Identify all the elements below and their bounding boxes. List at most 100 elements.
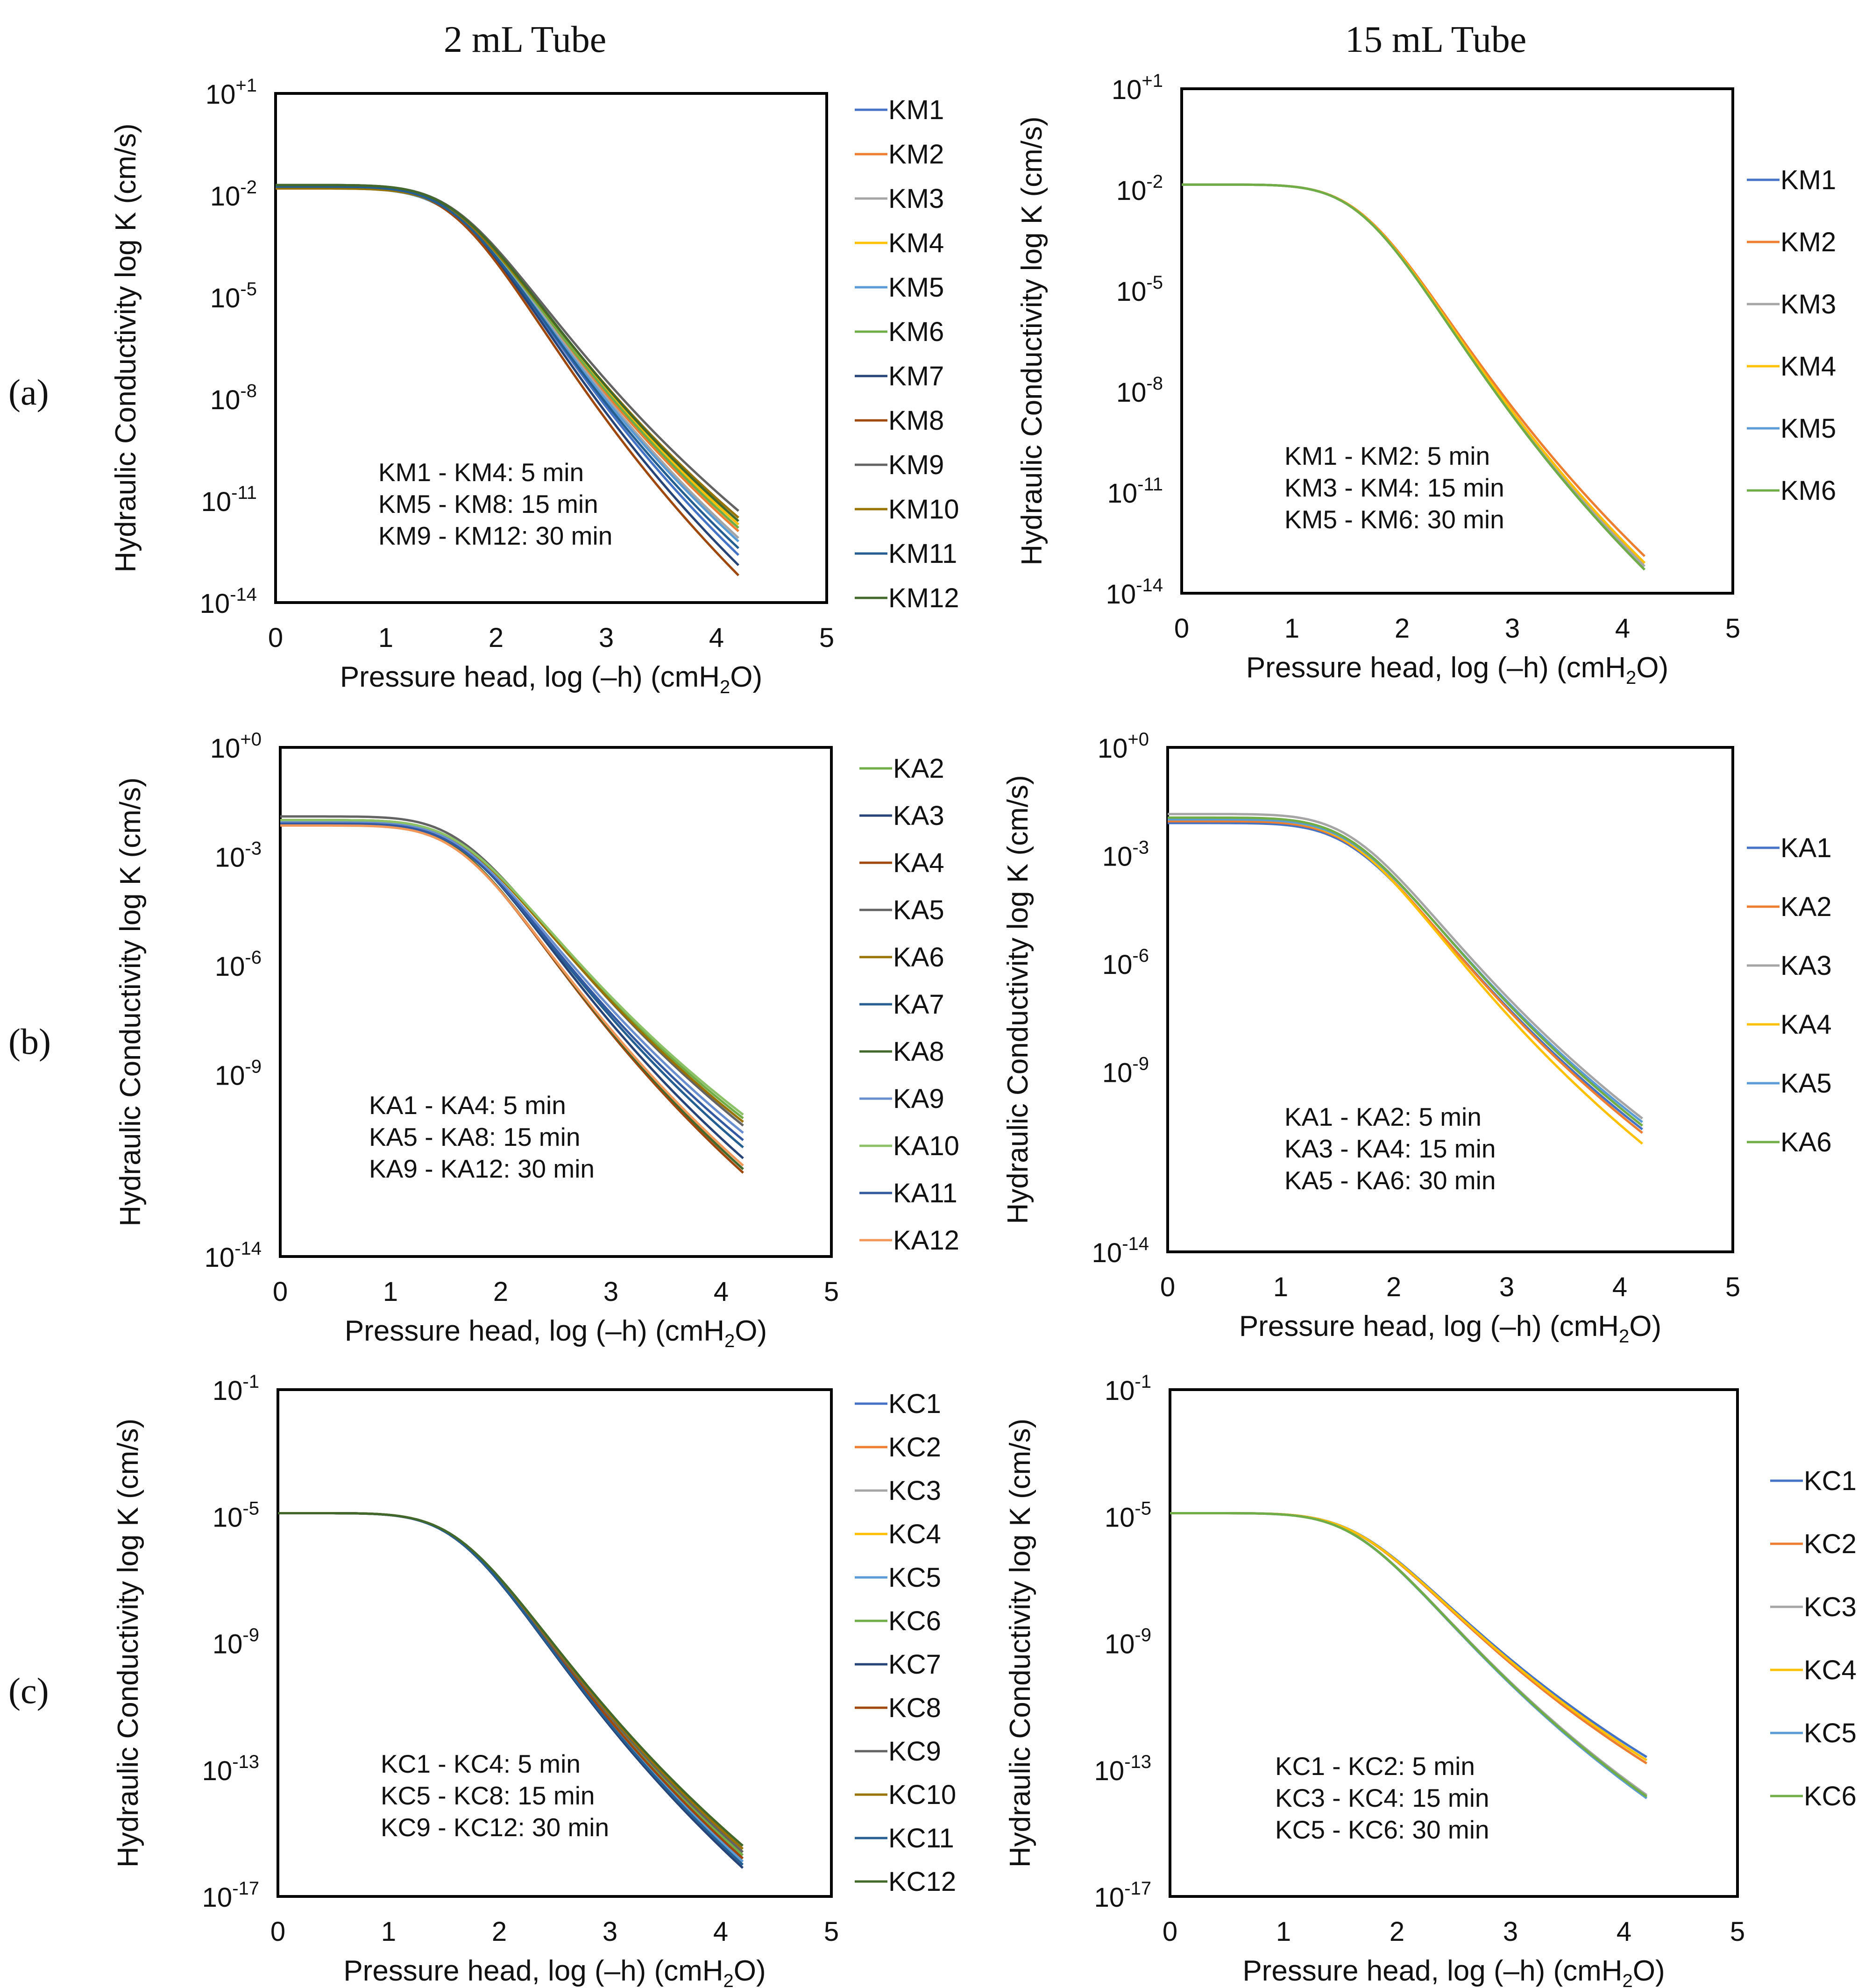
legend-label: KA4 (893, 848, 944, 878)
series-line-kc6 (1170, 1512, 1648, 1798)
legend-label: KM4 (1780, 351, 1836, 382)
legend-label: KM5 (1780, 413, 1836, 444)
legend-label: KC5 (1804, 1718, 1857, 1748)
legend-label: KC4 (888, 1519, 941, 1549)
x-tick-label: 4 (1612, 1272, 1627, 1302)
legend-label: KM2 (888, 139, 944, 170)
annotation-line: KC1 - KC2: 5 min (1275, 1752, 1475, 1781)
legend-label: KA2 (893, 753, 944, 784)
y-tick-label: 10-1 (1105, 1371, 1151, 1406)
legend-label: KA8 (893, 1037, 944, 1067)
series-line-km6 (1182, 183, 1645, 571)
legend-label: KA9 (893, 1084, 944, 1114)
y-tick-label: 10-14 (1092, 1234, 1149, 1268)
x-tick-label: 0 (1160, 1272, 1175, 1302)
legend-label: KC3 (1804, 1592, 1857, 1622)
x-tick-label: 1 (383, 1277, 398, 1307)
chart-a-15ml: 0 1 2 3 4 5 10+1 10-2 10-5 10-8 10-11 10-14 Pressure… (1016, 71, 1836, 688)
y-tick-label: 10-17 (202, 1878, 259, 1913)
legend-label: KA6 (893, 942, 944, 973)
y-axis-label: Hydraulic Conductivity log K (cm/s) (114, 777, 147, 1226)
y-tick-label: 10-2 (1116, 171, 1163, 206)
y-tick-label: 10-6 (215, 947, 262, 982)
plot-frame (277, 1388, 833, 1898)
chart-c-2ml: 0 1 2 3 4 5 10-1 10-5 10-9 10-13 10-17 Pressure hea… (112, 1371, 956, 1988)
x-tick-label: 3 (599, 623, 614, 653)
legend-label: KC10 (888, 1780, 956, 1810)
row-label-b: (b) (8, 1021, 51, 1062)
legend-label: KM4 (888, 228, 944, 258)
y-tick-label: 10-9 (213, 1625, 259, 1660)
legend-label: KA5 (1780, 1068, 1832, 1099)
annotation-line: KM3 - KM4: 15 min (1284, 473, 1504, 502)
x-tick-label: 4 (709, 623, 724, 653)
y-tick-label: 10-5 (210, 279, 257, 313)
chart-c-15ml: 0 1 2 3 4 5 10-1 10-5 10-9 10-13 10-17 Pressure hea… (1004, 1371, 1857, 1988)
y-axis-label: Hydraulic Conductivity log K (cm/s) (112, 1419, 144, 1867)
legend-label: KM6 (1780, 476, 1836, 506)
series-line-ka9 (280, 821, 744, 1134)
x-axis-label: Pressure head, log (–h) (cmH2O) (343, 1955, 766, 1988)
x-tick-label: 4 (713, 1917, 728, 1947)
y-tick-label: 10-6 (1102, 945, 1149, 980)
y-tick-label: 10-5 (1105, 1498, 1151, 1533)
x-tick-label: 2 (489, 623, 503, 653)
y-tick-label: 10-14 (200, 584, 257, 619)
series-line-ka11 (280, 823, 744, 1141)
legend-label: KC12 (888, 1867, 956, 1897)
y-tick-label: 10+0 (1098, 729, 1149, 764)
legend-label: KC8 (888, 1693, 941, 1723)
x-axis-label: Pressure head, log (–h) (cmH2O) (1242, 1955, 1665, 1988)
legend-label: KC1 (1804, 1466, 1857, 1496)
x-tick-label: 1 (1273, 1272, 1288, 1302)
x-axis-label: Pressure head, log (–h) (cmH2O) (1239, 1310, 1661, 1347)
annotation-line: KA3 - KA4: 15 min (1284, 1134, 1496, 1163)
legend-label: KC6 (1804, 1781, 1857, 1811)
annotation-line: KC5 - KC6: 30 min (1275, 1815, 1489, 1844)
y-tick-label: 10-3 (215, 838, 262, 873)
plot-frame (1166, 746, 1734, 1253)
y-tick-label: 10-13 (1094, 1752, 1151, 1786)
x-tick-label: 3 (603, 1917, 617, 1947)
x-tick-label: 5 (824, 1277, 839, 1307)
x-tick-label: 0 (1174, 613, 1189, 644)
x-tick-label: 3 (1503, 1917, 1518, 1947)
annotation-line: KC3 - KC4: 15 min (1275, 1783, 1489, 1812)
x-tick-label: 4 (714, 1277, 729, 1307)
annotation-line: KM1 - KM4: 5 min (378, 458, 584, 487)
legend-label: KM3 (1780, 289, 1836, 320)
y-tick-label: 10-5 (213, 1498, 259, 1533)
legend-label: KA6 (1780, 1127, 1832, 1157)
legend-label: KM11 (888, 539, 957, 569)
annotation-line: KC5 - KC8: 15 min (381, 1781, 595, 1810)
series-line-kc12 (278, 1512, 744, 1847)
x-tick-label: 5 (824, 1917, 839, 1947)
legend-label: KA7 (893, 989, 944, 1020)
y-axis-label: Hydraulic Conductivity log K (cm/s) (1002, 775, 1034, 1224)
x-tick-label: 1 (1276, 1917, 1291, 1947)
legend-label: KM8 (888, 405, 944, 436)
legend-label: KC4 (1804, 1655, 1857, 1685)
plot-frame (279, 746, 833, 1258)
y-tick-label: 10-14 (205, 1238, 262, 1273)
x-tick-label: 2 (1386, 1272, 1401, 1302)
column-title-15ml: 15 mL Tube (1345, 19, 1527, 60)
annotation-line: KA1 - KA4: 5 min (369, 1091, 566, 1120)
legend-label: KA11 (893, 1178, 957, 1208)
y-axis-label: Hydraulic Conductivity log K (cm/s) (1004, 1419, 1036, 1867)
x-tick-label: 1 (381, 1917, 396, 1947)
legend-label: KA10 (893, 1131, 959, 1161)
series-line-ka10 (280, 819, 744, 1116)
y-tick-label: 10-17 (1094, 1878, 1151, 1913)
y-tick-label: 10-3 (1102, 837, 1149, 872)
x-tick-label: 0 (1163, 1917, 1177, 1947)
legend-label: KC3 (888, 1476, 941, 1506)
x-axis-label: Pressure head, log (–h) (cmH2O) (1246, 652, 1668, 688)
legend-label: KC7 (888, 1649, 941, 1680)
y-tick-label: 10-8 (1116, 373, 1163, 408)
row-label-a: (a) (8, 372, 49, 412)
annotation-line: KM9 - KM12: 30 min (378, 521, 612, 550)
plot-frame (1180, 87, 1734, 595)
y-tick-label: 10-8 (210, 381, 257, 415)
